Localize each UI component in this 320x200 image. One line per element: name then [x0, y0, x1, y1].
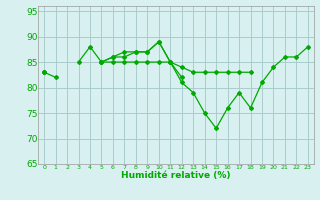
X-axis label: Humidité relative (%): Humidité relative (%) — [121, 171, 231, 180]
